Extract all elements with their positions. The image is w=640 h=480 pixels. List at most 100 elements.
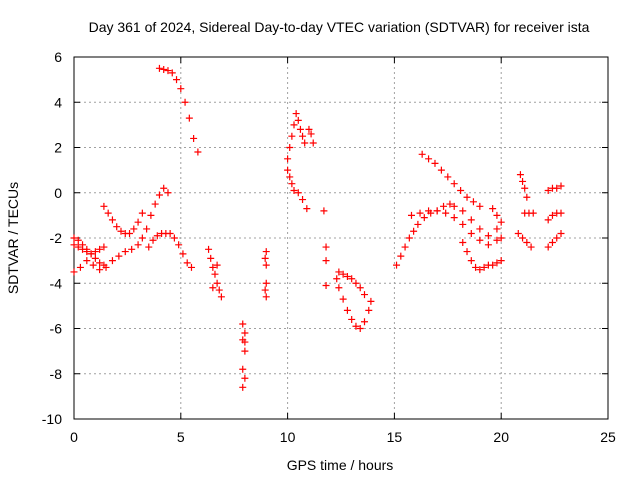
series-arc-11 bbox=[284, 166, 311, 213]
data-point bbox=[333, 275, 341, 283]
chart-title: Day 361 of 2024, Sidereal Day-to-day VTE… bbox=[89, 19, 590, 35]
y-tick-label: 6 bbox=[54, 49, 62, 65]
data-point bbox=[194, 148, 202, 156]
data-point bbox=[209, 263, 217, 271]
data-point bbox=[519, 234, 527, 242]
series-arc-24 bbox=[514, 229, 535, 251]
data-point bbox=[134, 218, 142, 226]
data-point bbox=[484, 232, 492, 240]
data-point bbox=[467, 216, 475, 224]
data-point bbox=[446, 200, 454, 208]
data-point bbox=[365, 306, 373, 314]
data-point bbox=[472, 263, 480, 271]
data-point bbox=[320, 207, 328, 215]
data-point bbox=[284, 155, 292, 163]
data-point bbox=[241, 329, 249, 337]
data-point bbox=[299, 196, 307, 204]
series-arc-18 bbox=[407, 207, 492, 249]
series-arc-16 bbox=[393, 200, 454, 269]
x-tick-label: 0 bbox=[70, 429, 78, 445]
data-point bbox=[173, 76, 181, 84]
data-point bbox=[339, 295, 347, 303]
data-point bbox=[414, 220, 422, 228]
data-point bbox=[450, 180, 458, 188]
data-point bbox=[207, 254, 215, 262]
data-point bbox=[292, 110, 300, 118]
data-point bbox=[211, 270, 219, 278]
data-point bbox=[442, 209, 450, 217]
y-tick-label: -4 bbox=[50, 275, 63, 291]
data-point bbox=[241, 338, 249, 346]
y-tick-label: 0 bbox=[54, 185, 62, 201]
series-arc-27 bbox=[544, 209, 565, 224]
data-point bbox=[484, 241, 492, 249]
series-arc-12 bbox=[305, 125, 317, 147]
data-point bbox=[527, 243, 535, 251]
data-point bbox=[356, 284, 364, 292]
data-point bbox=[405, 234, 413, 242]
series-arc-22 bbox=[489, 257, 505, 269]
data-point bbox=[544, 216, 552, 224]
data-point bbox=[548, 211, 556, 219]
data-point bbox=[322, 243, 330, 251]
data-point bbox=[70, 234, 78, 242]
data-point bbox=[130, 225, 138, 233]
series-arc-7 bbox=[205, 245, 225, 301]
series-arc-6 bbox=[155, 64, 202, 156]
data-point bbox=[126, 229, 134, 237]
data-point bbox=[450, 214, 458, 222]
data-point bbox=[437, 166, 445, 174]
data-point bbox=[401, 243, 409, 251]
data-point bbox=[76, 263, 84, 271]
data-point bbox=[288, 180, 296, 188]
data-point bbox=[213, 279, 221, 287]
data-point bbox=[70, 241, 78, 249]
data-point bbox=[166, 229, 174, 237]
data-point bbox=[299, 132, 307, 140]
data-point bbox=[519, 177, 527, 185]
series-arc-13 bbox=[320, 207, 330, 290]
data-point bbox=[548, 239, 556, 247]
data-points bbox=[70, 64, 565, 391]
data-point bbox=[523, 193, 531, 201]
x-tick-label: 15 bbox=[387, 429, 403, 445]
data-point bbox=[147, 211, 155, 219]
data-point bbox=[91, 248, 99, 256]
data-point bbox=[557, 209, 565, 217]
data-point bbox=[431, 159, 439, 167]
data-point bbox=[261, 254, 269, 262]
data-point bbox=[294, 116, 302, 124]
data-point bbox=[262, 248, 270, 256]
data-point bbox=[307, 130, 315, 138]
data-point bbox=[284, 166, 292, 174]
data-point bbox=[497, 257, 505, 265]
data-point bbox=[544, 186, 552, 194]
data-point bbox=[217, 293, 225, 301]
data-point bbox=[239, 383, 247, 391]
data-point bbox=[213, 261, 221, 269]
data-point bbox=[544, 243, 552, 251]
data-point bbox=[74, 236, 82, 244]
data-point bbox=[410, 227, 418, 235]
series-arc-19 bbox=[459, 239, 492, 274]
series-arc-4 bbox=[70, 241, 108, 258]
y-tick-label: 4 bbox=[54, 94, 62, 110]
data-point bbox=[343, 306, 351, 314]
data-point bbox=[514, 229, 522, 237]
data-point bbox=[74, 243, 82, 251]
data-point bbox=[155, 191, 163, 199]
data-point bbox=[352, 322, 360, 330]
data-point bbox=[425, 155, 433, 163]
data-point bbox=[128, 245, 136, 253]
data-point bbox=[557, 229, 565, 237]
data-point bbox=[529, 209, 537, 217]
x-tick-label: 10 bbox=[280, 429, 296, 445]
data-point bbox=[367, 297, 375, 305]
data-point bbox=[164, 67, 172, 75]
data-point bbox=[489, 205, 497, 213]
data-point bbox=[96, 245, 104, 253]
data-point bbox=[138, 234, 146, 242]
series-arc-26 bbox=[544, 182, 565, 194]
data-point bbox=[262, 279, 270, 287]
